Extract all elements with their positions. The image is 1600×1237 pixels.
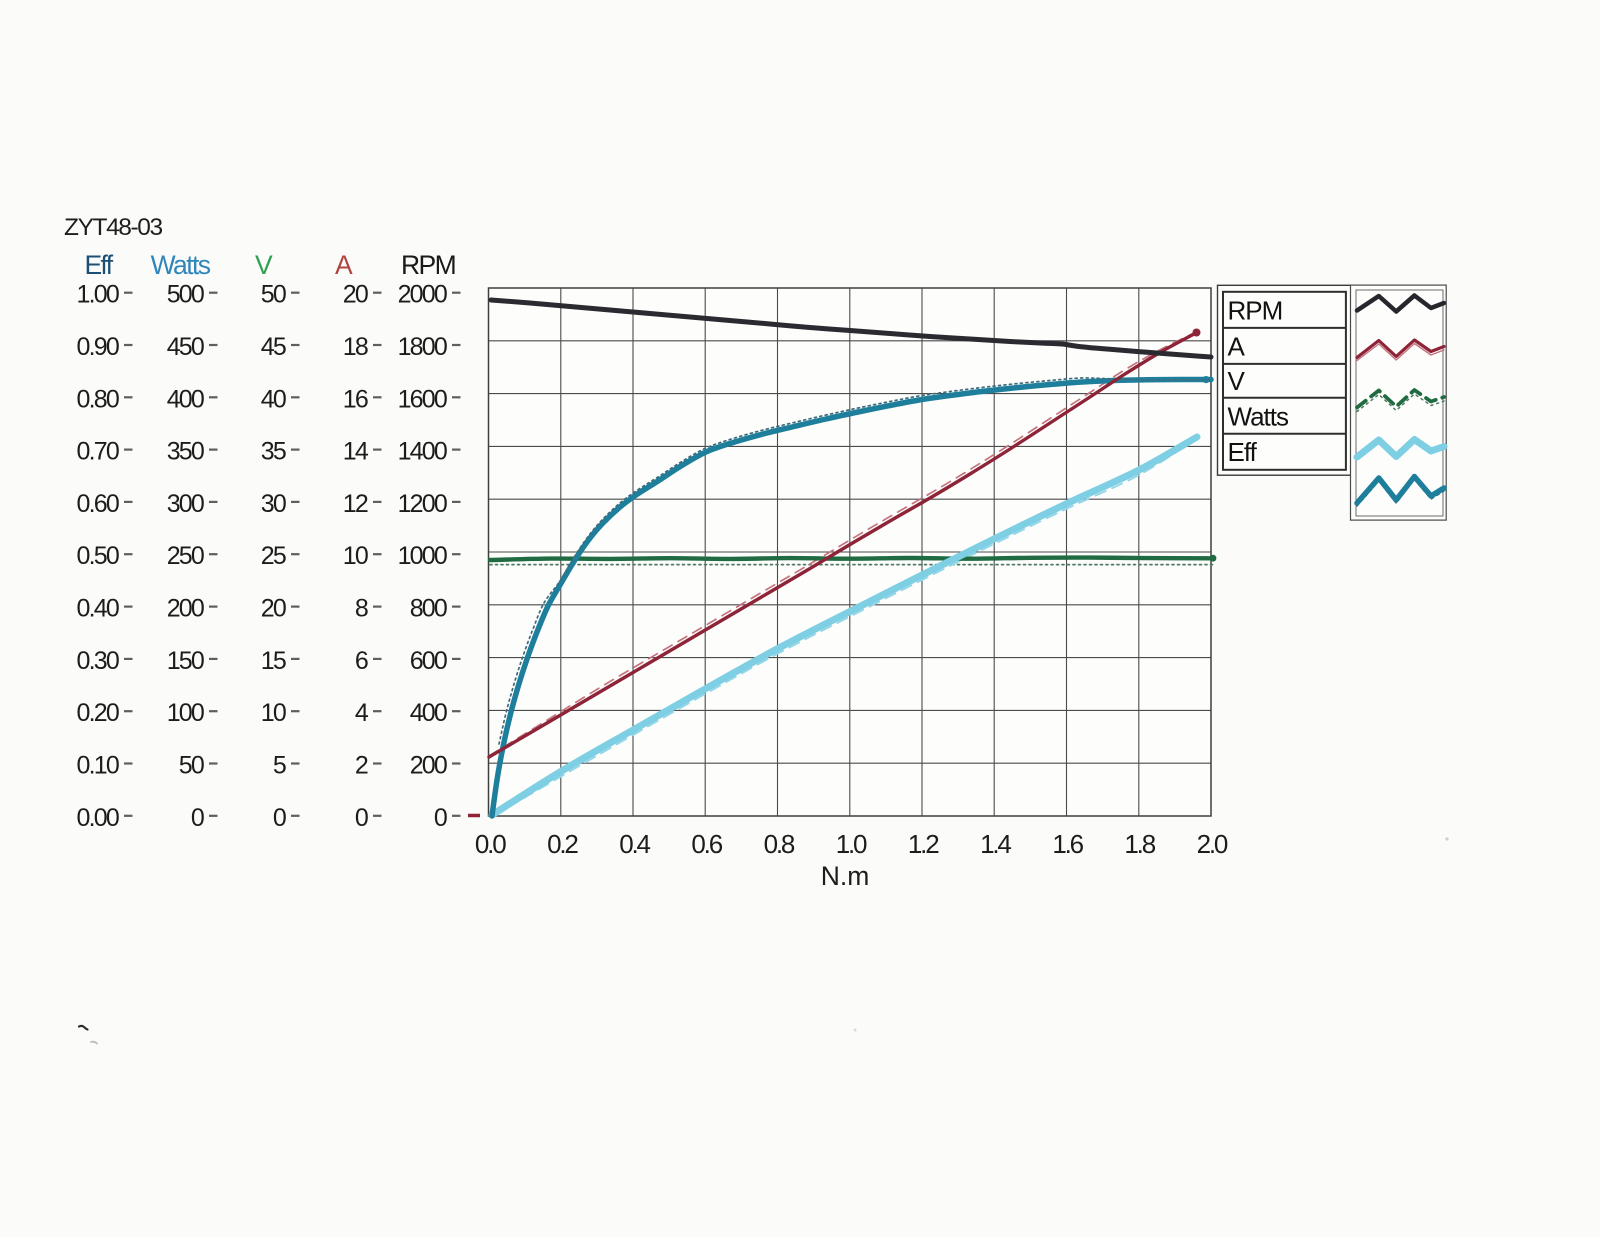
svg-text:1800: 1800 bbox=[398, 333, 447, 361]
svg-text:2.0: 2.0 bbox=[1197, 829, 1228, 859]
svg-text:V: V bbox=[1228, 366, 1246, 396]
svg-text:RPM: RPM bbox=[401, 250, 455, 280]
svg-text:0.30: 0.30 bbox=[77, 647, 119, 675]
svg-text:400: 400 bbox=[410, 699, 447, 727]
svg-text:Watts: Watts bbox=[1228, 402, 1289, 432]
svg-text:20: 20 bbox=[261, 595, 286, 623]
svg-text:6: 6 bbox=[355, 647, 368, 675]
svg-text:50: 50 bbox=[179, 752, 204, 780]
svg-text:450: 450 bbox=[167, 333, 204, 361]
svg-text:40: 40 bbox=[261, 385, 286, 413]
svg-text:N.m: N.m bbox=[821, 861, 870, 891]
svg-text:1.6: 1.6 bbox=[1052, 829, 1083, 859]
svg-text:14: 14 bbox=[343, 438, 369, 466]
svg-text:A: A bbox=[335, 250, 353, 280]
svg-text:0: 0 bbox=[273, 804, 286, 832]
svg-text:1.0: 1.0 bbox=[836, 829, 867, 859]
svg-text:0.60: 0.60 bbox=[77, 490, 119, 518]
svg-text:1.00: 1.00 bbox=[77, 281, 119, 309]
svg-text:25: 25 bbox=[261, 542, 286, 570]
svg-text:0.80: 0.80 bbox=[77, 385, 119, 413]
svg-text:1600: 1600 bbox=[398, 385, 447, 413]
svg-text:12: 12 bbox=[343, 490, 368, 518]
svg-text:0.70: 0.70 bbox=[77, 438, 119, 466]
svg-text:0.90: 0.90 bbox=[77, 333, 119, 361]
svg-text:A: A bbox=[1228, 332, 1246, 362]
svg-text:0.0: 0.0 bbox=[475, 829, 506, 859]
svg-text:0: 0 bbox=[434, 804, 447, 832]
svg-text:0: 0 bbox=[355, 804, 368, 832]
svg-text:Eff: Eff bbox=[1228, 437, 1258, 467]
svg-text:0.8: 0.8 bbox=[764, 829, 795, 859]
svg-text:100: 100 bbox=[167, 699, 204, 727]
svg-text:0.2: 0.2 bbox=[547, 829, 578, 859]
svg-text:16: 16 bbox=[343, 385, 368, 413]
svg-text:1.4: 1.4 bbox=[980, 829, 1011, 859]
svg-text:30: 30 bbox=[261, 490, 286, 518]
svg-text:1400: 1400 bbox=[398, 438, 447, 466]
svg-text:Watts: Watts bbox=[151, 250, 211, 280]
svg-text:0: 0 bbox=[191, 804, 204, 832]
svg-text:1.8: 1.8 bbox=[1124, 829, 1155, 859]
svg-text:18: 18 bbox=[343, 333, 368, 361]
svg-text:8: 8 bbox=[355, 595, 368, 623]
svg-text:600: 600 bbox=[410, 647, 447, 675]
svg-text:50: 50 bbox=[261, 281, 286, 309]
svg-text:400: 400 bbox=[167, 385, 204, 413]
svg-text:4: 4 bbox=[355, 699, 369, 727]
svg-text:0.00: 0.00 bbox=[77, 804, 119, 832]
svg-text:Eff: Eff bbox=[84, 250, 113, 280]
svg-text:2: 2 bbox=[355, 752, 368, 780]
svg-text:5: 5 bbox=[273, 752, 286, 780]
svg-text:0.6: 0.6 bbox=[691, 829, 722, 859]
svg-text:0.10: 0.10 bbox=[77, 752, 119, 780]
svg-text:250: 250 bbox=[167, 542, 204, 570]
svg-text:2000: 2000 bbox=[398, 281, 447, 309]
svg-text:1200: 1200 bbox=[398, 490, 447, 518]
svg-text:0.40: 0.40 bbox=[77, 595, 119, 623]
svg-text:350: 350 bbox=[167, 438, 204, 466]
svg-text:200: 200 bbox=[167, 595, 204, 623]
svg-text:500: 500 bbox=[167, 281, 204, 309]
svg-text:150: 150 bbox=[167, 647, 204, 675]
svg-text:300: 300 bbox=[167, 490, 204, 518]
svg-text:1.2: 1.2 bbox=[908, 829, 939, 859]
svg-text:35: 35 bbox=[261, 438, 286, 466]
svg-text:10: 10 bbox=[343, 542, 368, 570]
svg-text:800: 800 bbox=[410, 595, 447, 623]
svg-text:0.4: 0.4 bbox=[619, 829, 650, 859]
svg-text:RPM: RPM bbox=[1228, 296, 1283, 326]
svg-text:1000: 1000 bbox=[398, 542, 447, 570]
svg-text:200: 200 bbox=[410, 752, 447, 780]
svg-text:V: V bbox=[255, 250, 273, 280]
svg-text:0.20: 0.20 bbox=[77, 699, 119, 727]
svg-text:0.50: 0.50 bbox=[77, 542, 119, 570]
svg-text:45: 45 bbox=[261, 333, 286, 361]
svg-text:10: 10 bbox=[261, 699, 286, 727]
svg-text:20: 20 bbox=[343, 281, 368, 309]
svg-text:ZYT48-03: ZYT48-03 bbox=[64, 214, 163, 241]
svg-text:15: 15 bbox=[261, 647, 286, 675]
